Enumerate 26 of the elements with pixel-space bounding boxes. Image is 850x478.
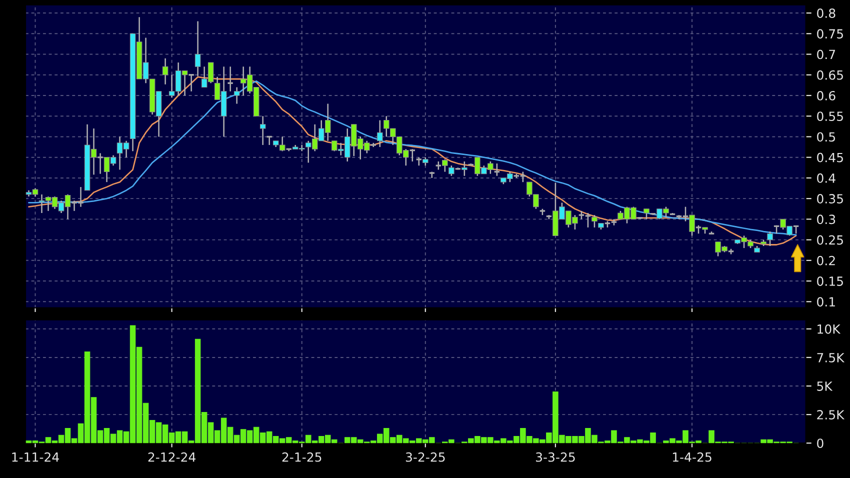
y-tick-label: 0.35: [817, 194, 843, 204]
y-tick-label: 0.7: [817, 50, 836, 60]
y-tick-label: 0.6: [817, 90, 836, 100]
y-tick-label: 0.45: [817, 152, 843, 162]
x-tick-label: 1-11-24: [12, 452, 59, 462]
y-tick-label: 0.3: [817, 214, 836, 224]
y-tick-label: 0.25: [817, 235, 843, 245]
y-tick-label: 0.5: [817, 132, 836, 142]
x-tick-label: 2-12-24: [148, 452, 196, 462]
y-tick-label: 0.2: [817, 256, 835, 266]
y-tick-label: 7.5K: [817, 353, 845, 362]
y-tick-label: 0.75: [817, 29, 843, 39]
x-tick-label: 3-2-25: [406, 452, 445, 462]
y-tick-label: 0.1: [817, 297, 835, 307]
y-tick-label: 0: [817, 438, 824, 448]
y-tick-label: 0.65: [817, 70, 843, 80]
x-tick-label: 2-1-25: [282, 452, 322, 462]
y-tick-label: 2.5K: [817, 410, 845, 420]
y-tick-label: 0.4: [817, 173, 836, 183]
y-tick-label: 10K: [818, 324, 841, 334]
y-tick-label: 0.55: [817, 112, 843, 122]
y-tick-label: 0.8: [817, 8, 836, 18]
y-tick-label: 0.15: [817, 276, 843, 286]
x-tick-label: 3-3-25: [536, 452, 575, 462]
y-tick-label: 5K: [817, 382, 833, 391]
x-tick-label: 1-4-25: [672, 452, 712, 462]
